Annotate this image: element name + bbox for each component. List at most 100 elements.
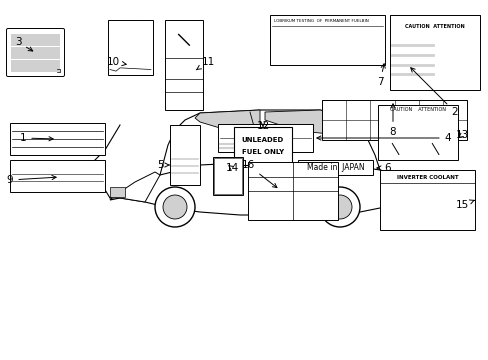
- Bar: [230, 163, 233, 174]
- Bar: [11, 60, 60, 72]
- Bar: [297, 194, 333, 214]
- Bar: [347, 114, 367, 122]
- Bar: [324, 114, 344, 122]
- Bar: [48, 186, 67, 187]
- Polygon shape: [110, 162, 404, 215]
- Bar: [237, 127, 293, 136]
- Bar: [389, 15, 479, 90]
- Bar: [379, 115, 415, 158]
- Bar: [444, 114, 464, 122]
- Circle shape: [155, 187, 195, 227]
- Bar: [12, 140, 50, 146]
- Bar: [391, 74, 405, 80]
- Bar: [389, 15, 479, 34]
- Polygon shape: [392, 32, 396, 36]
- Bar: [249, 178, 290, 188]
- Bar: [420, 128, 440, 136]
- Bar: [11, 34, 60, 46]
- Bar: [436, 37, 477, 88]
- Bar: [225, 165, 230, 174]
- Bar: [420, 114, 440, 122]
- Circle shape: [430, 118, 439, 127]
- Bar: [456, 74, 469, 80]
- Text: 10: 10: [106, 57, 126, 67]
- Bar: [419, 115, 455, 158]
- Text: 13: 13: [454, 130, 468, 140]
- Bar: [11, 47, 60, 59]
- Bar: [58, 140, 86, 146]
- Text: 16: 16: [241, 160, 276, 188]
- Bar: [424, 74, 437, 80]
- Text: UNLEADED: UNLEADED: [242, 137, 284, 143]
- Bar: [391, 83, 403, 89]
- Circle shape: [163, 195, 186, 219]
- Text: 5: 5: [156, 160, 169, 170]
- Bar: [377, 105, 457, 160]
- Text: LOBRIKUM TESTING  OF  PERMANENT FUELBIN: LOBRIKUM TESTING OF PERMANENT FUELBIN: [273, 19, 368, 23]
- Bar: [12, 148, 50, 154]
- Circle shape: [224, 160, 231, 167]
- Bar: [110, 71, 151, 75]
- Bar: [396, 128, 416, 136]
- Bar: [12, 132, 50, 138]
- Bar: [271, 41, 329, 45]
- Bar: [218, 124, 312, 152]
- Bar: [297, 160, 372, 175]
- Bar: [48, 188, 67, 189]
- Text: 15: 15: [454, 200, 473, 210]
- Bar: [12, 163, 103, 170]
- Text: CAUTION  ATTENTION: CAUTION ATTENTION: [404, 24, 464, 29]
- Bar: [110, 187, 125, 197]
- Bar: [213, 157, 243, 195]
- Bar: [224, 173, 231, 176]
- Bar: [110, 35, 151, 45]
- Circle shape: [327, 195, 351, 219]
- Bar: [220, 127, 234, 135]
- Bar: [347, 128, 367, 136]
- Text: 11: 11: [196, 57, 214, 70]
- Text: FUEL ONLY: FUEL ONLY: [242, 149, 284, 155]
- Circle shape: [390, 118, 399, 127]
- Bar: [381, 210, 472, 216]
- Bar: [10, 123, 105, 155]
- Bar: [379, 170, 474, 230]
- Circle shape: [319, 187, 359, 227]
- Text: 8: 8: [389, 104, 395, 137]
- Bar: [371, 128, 392, 136]
- Text: Made in  JAPAN: Made in JAPAN: [306, 163, 364, 172]
- Bar: [110, 49, 151, 59]
- Polygon shape: [195, 110, 260, 128]
- Text: 2: 2: [410, 68, 457, 117]
- Bar: [247, 162, 337, 220]
- Bar: [167, 81, 201, 90]
- Bar: [108, 20, 153, 75]
- Bar: [234, 127, 291, 165]
- Text: 3: 3: [15, 37, 33, 51]
- Polygon shape: [179, 127, 191, 132]
- Text: 12: 12: [256, 121, 269, 131]
- Bar: [396, 114, 416, 122]
- Bar: [418, 83, 430, 89]
- Bar: [121, 20, 139, 27]
- Bar: [371, 114, 392, 122]
- Text: 1: 1: [20, 133, 53, 143]
- Bar: [172, 22, 195, 31]
- Bar: [377, 105, 457, 115]
- Bar: [444, 128, 464, 136]
- Bar: [431, 124, 438, 144]
- Bar: [170, 125, 200, 185]
- Bar: [214, 158, 242, 194]
- Text: 9: 9: [7, 175, 56, 185]
- Text: INVERTER COOLANT: INVERTER COOLANT: [396, 175, 457, 180]
- Polygon shape: [110, 172, 160, 202]
- Bar: [164, 20, 203, 110]
- Bar: [297, 178, 333, 188]
- Bar: [12, 188, 41, 189]
- Bar: [12, 186, 41, 187]
- Bar: [405, 83, 416, 89]
- Bar: [271, 33, 329, 37]
- Bar: [391, 124, 398, 144]
- FancyBboxPatch shape: [6, 28, 64, 77]
- Bar: [58, 132, 86, 138]
- Text: 6: 6: [376, 163, 390, 173]
